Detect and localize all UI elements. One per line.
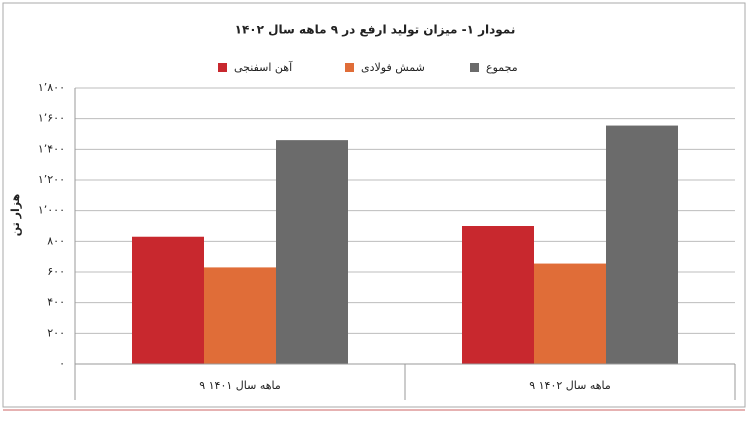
bar bbox=[606, 125, 678, 364]
chart-title: نمودار ۱- میزان تولید ارفع در ۹ ماهه سال… bbox=[235, 23, 516, 38]
legend-swatch bbox=[345, 63, 354, 72]
legend-label: آهن اسفنجی bbox=[234, 60, 293, 74]
y-tick-label: ۱٬۴۰۰ bbox=[38, 142, 65, 155]
legend-swatch bbox=[470, 63, 479, 72]
bar bbox=[462, 226, 534, 364]
y-tick-label: ۶۰۰ bbox=[47, 265, 65, 278]
bar bbox=[276, 140, 348, 364]
bar bbox=[534, 263, 606, 364]
legend-label: مجموع bbox=[486, 61, 518, 74]
y-axis-label: هزار تن bbox=[9, 194, 22, 236]
y-tick-label: ۰ bbox=[59, 357, 65, 370]
x-tick-label: ۹ ماهه سال ۱۴۰۲ bbox=[529, 379, 611, 392]
legend-swatch bbox=[218, 63, 227, 72]
x-tick-label: ۹ ماهه سال ۱۴۰۱ bbox=[199, 379, 281, 392]
bar bbox=[204, 267, 276, 364]
y-tick-label: ۱٬۰۰۰ bbox=[38, 204, 65, 217]
y-tick-label: ۱٬۲۰۰ bbox=[38, 173, 65, 186]
y-tick-label: ۲۰۰ bbox=[47, 326, 65, 339]
y-tick-label: ۴۰۰ bbox=[47, 296, 65, 309]
y-tick-label: ۱٬۸۰۰ bbox=[38, 81, 65, 94]
bar bbox=[132, 236, 204, 364]
legend-label: شمش فولادی bbox=[361, 61, 425, 74]
y-tick-label: ۱٬۶۰۰ bbox=[38, 112, 65, 125]
y-tick-label: ۸۰۰ bbox=[47, 234, 65, 247]
